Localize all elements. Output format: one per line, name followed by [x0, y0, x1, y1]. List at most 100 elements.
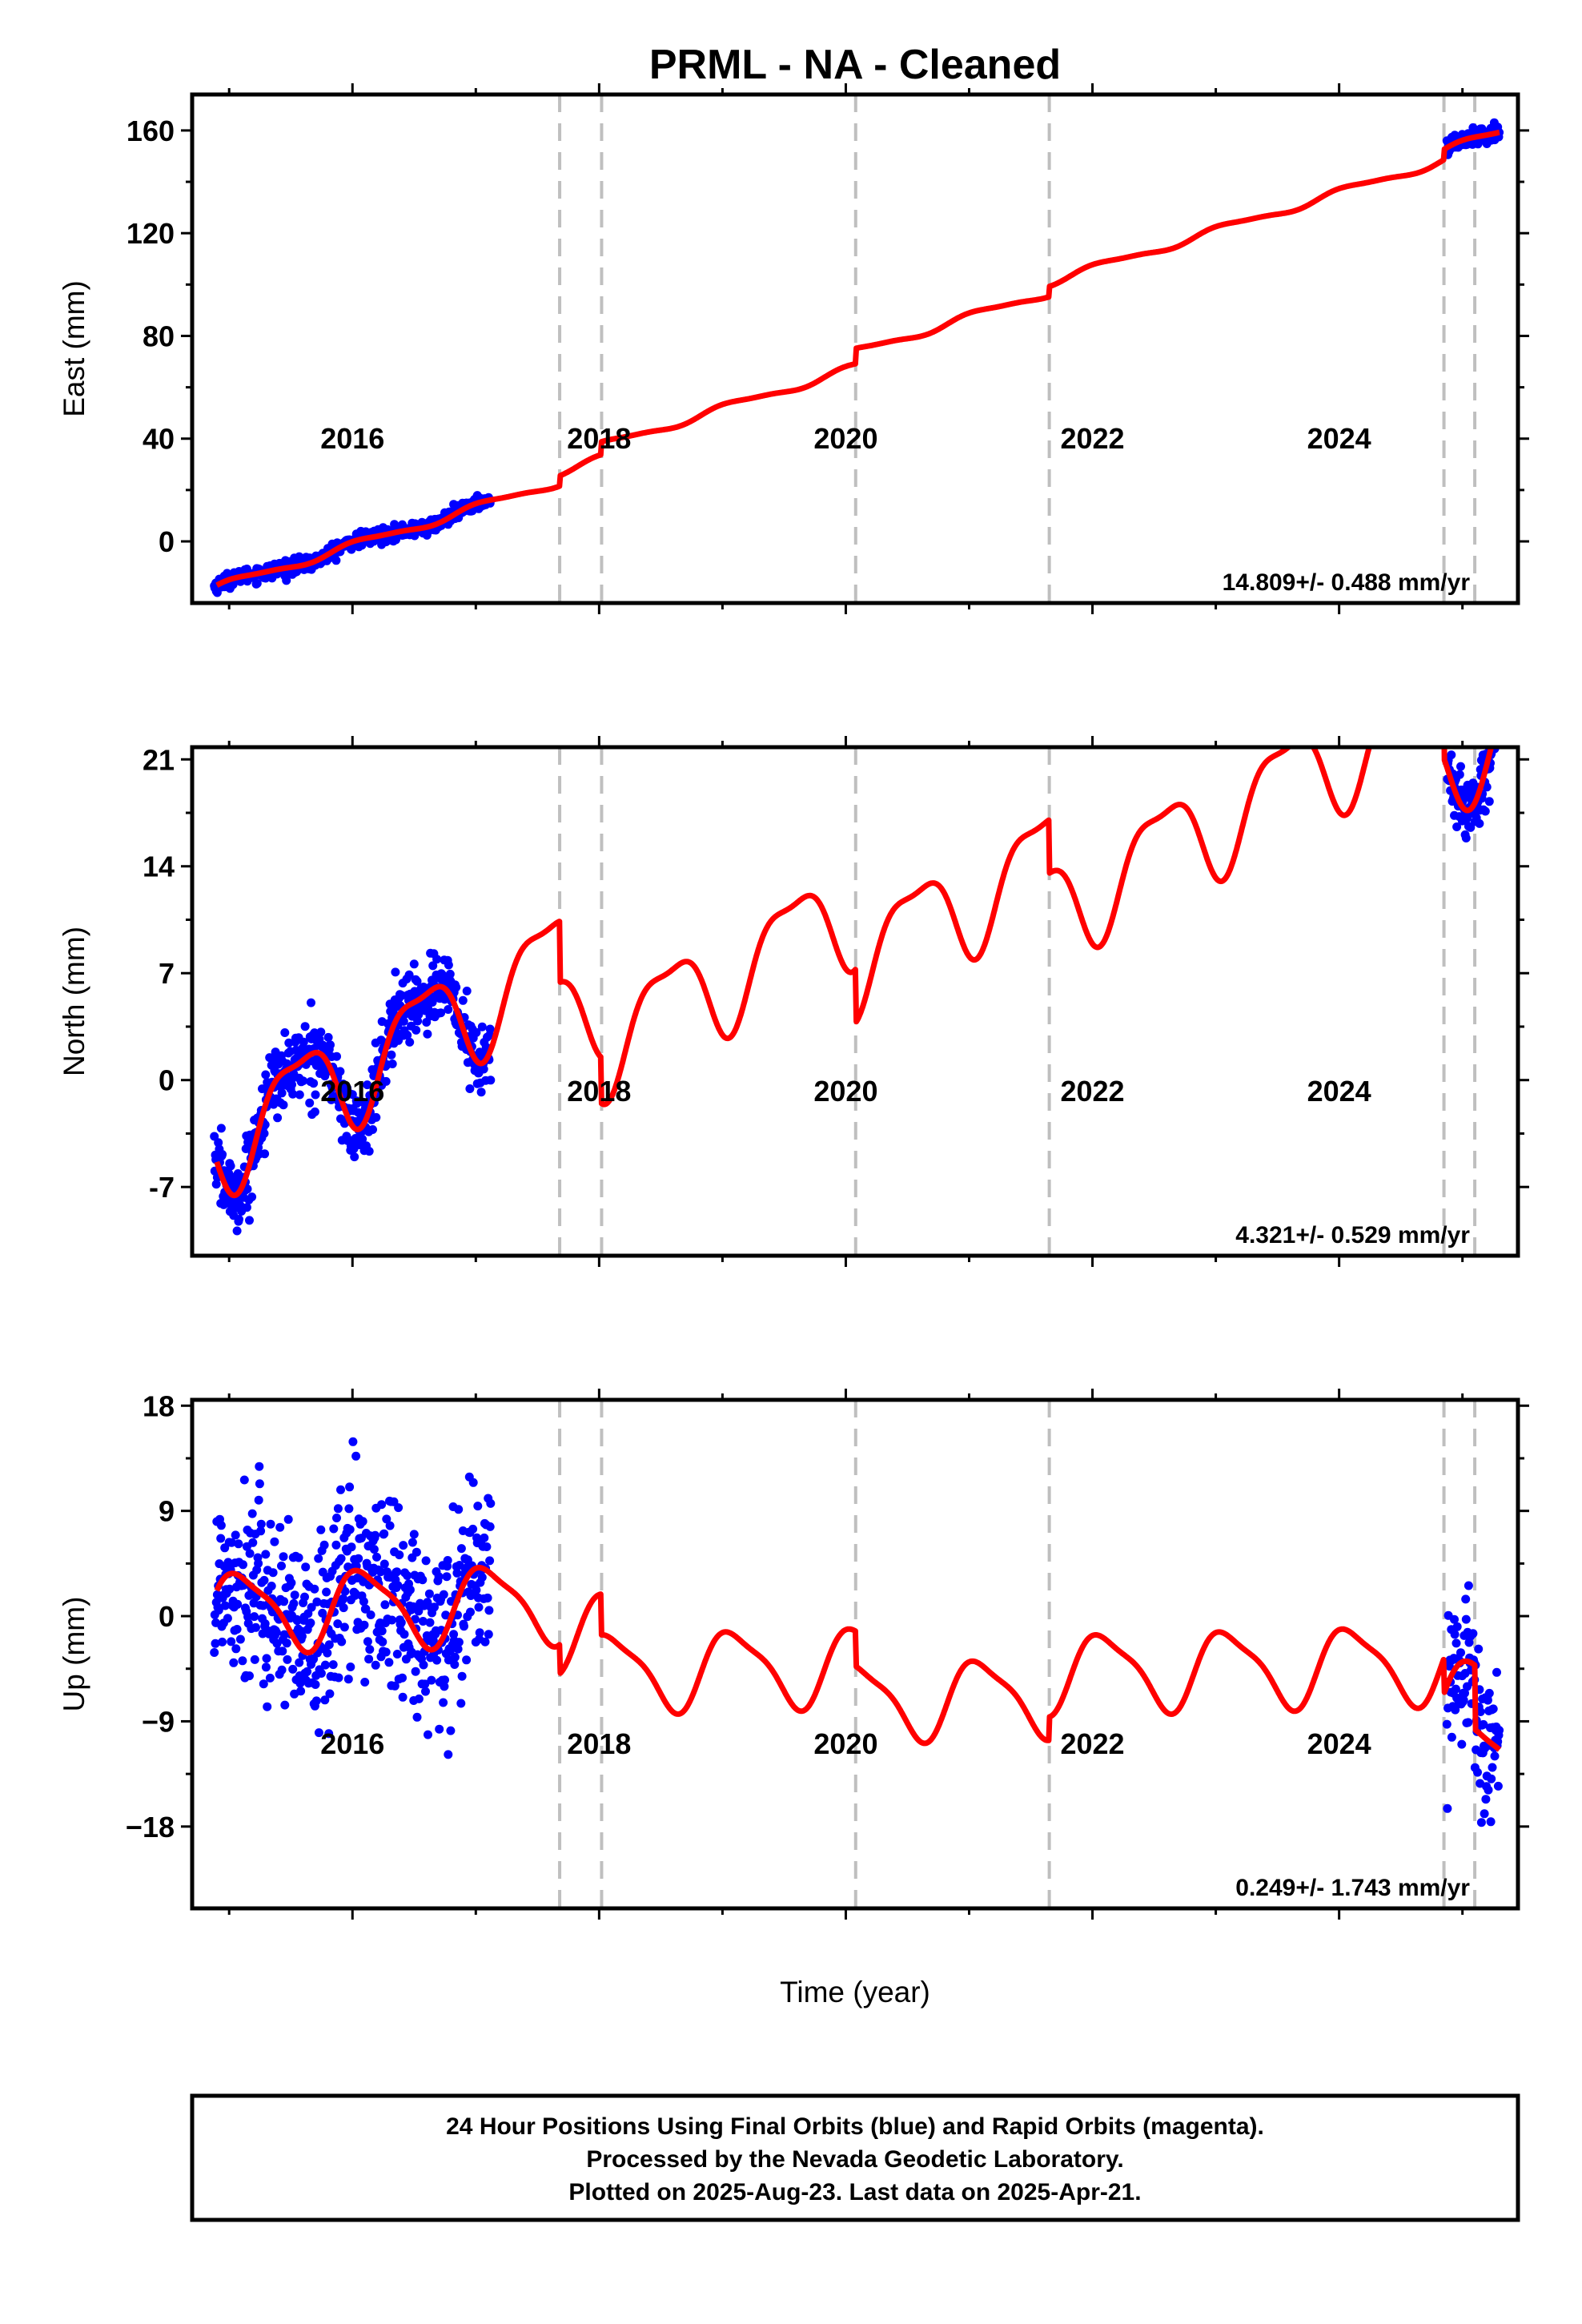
north-data-point: [1493, 706, 1502, 715]
up-data-point: [216, 1534, 226, 1543]
up-data-point: [392, 1650, 402, 1659]
north-data-point: [391, 967, 400, 977]
up-data-point: [348, 1437, 358, 1446]
north-data-point: [300, 1022, 310, 1031]
up-data-point: [379, 1559, 389, 1569]
north-data-point: [332, 1051, 341, 1061]
up-data-point: [480, 1533, 489, 1542]
footer-line-2: Processed by the Nevada Geodetic Laborat…: [586, 2146, 1123, 2173]
up-data-point: [1479, 1719, 1488, 1729]
up-data-point: [369, 1545, 379, 1554]
north-data-point: [1492, 731, 1501, 740]
up-data-point: [1459, 1695, 1468, 1705]
up-data-point: [468, 1524, 478, 1534]
up-data-point: [227, 1637, 236, 1647]
north-data-point: [287, 1080, 296, 1089]
up-data-point: [238, 1656, 247, 1666]
up-data-point: [334, 1673, 343, 1683]
east-x-tick-label: 2020: [813, 422, 877, 455]
up-data-point: [484, 1630, 493, 1639]
up-data-point: [210, 1648, 219, 1657]
up-data-point: [414, 1606, 424, 1616]
up-data-point: [282, 1638, 291, 1648]
north-data-point: [364, 1147, 374, 1156]
north-data-point: [363, 1080, 372, 1090]
north-data-point: [403, 1031, 412, 1040]
up-data-point: [267, 1582, 276, 1590]
up-data-point: [409, 1530, 419, 1539]
up-data-point: [472, 1586, 481, 1595]
up-data-point: [333, 1619, 343, 1629]
up-data-point: [354, 1554, 363, 1563]
north-x-tick-label: 2022: [1060, 1075, 1124, 1108]
up-data-point: [424, 1730, 432, 1739]
up-data-point: [239, 1475, 249, 1485]
east-y-tick-label: 40: [143, 423, 175, 456]
north-data-point: [1490, 737, 1499, 746]
up-data-point: [339, 1594, 348, 1603]
up-data-point: [214, 1606, 223, 1615]
up-x-tick-label: 2016: [320, 1727, 384, 1760]
up-data-point: [1473, 1767, 1482, 1777]
north-data-point: [1491, 734, 1500, 742]
up-data-point: [456, 1544, 466, 1554]
north-y-tick-label: 0: [159, 1064, 175, 1097]
north-data-point: [1494, 734, 1503, 743]
up-y-axis-label: Up (mm): [58, 1597, 90, 1712]
up-data-point: [339, 1603, 348, 1613]
up-data-point: [324, 1640, 334, 1650]
up-data-point: [301, 1562, 311, 1572]
north-data-point: [436, 1008, 446, 1018]
up-data-point: [270, 1537, 279, 1546]
up-data-point: [358, 1517, 367, 1526]
north-data-point: [295, 1090, 304, 1100]
up-data-point: [234, 1539, 243, 1549]
north-data-point: [347, 1090, 357, 1100]
up-data-point: [229, 1658, 239, 1667]
up-y-tick-label: 18: [143, 1389, 175, 1422]
north-data-point: [1495, 717, 1504, 726]
north-data-point: [428, 961, 438, 971]
north-data-point: [1466, 822, 1476, 832]
up-data-point: [380, 1600, 390, 1610]
up-data-point: [345, 1482, 355, 1492]
up-data-point: [331, 1540, 341, 1550]
north-data-point: [299, 1076, 308, 1086]
up-data-point: [255, 1462, 264, 1471]
north-data-point: [277, 1088, 287, 1098]
up-data-point: [289, 1598, 299, 1608]
north-data-point: [305, 1098, 315, 1108]
east-data-point: [331, 556, 341, 565]
north-data-point: [486, 1076, 496, 1085]
up-data-point: [1450, 1614, 1459, 1624]
up-data-point: [1450, 1630, 1460, 1639]
up-data-point: [440, 1675, 449, 1685]
north-data-point: [1489, 734, 1498, 743]
north-data-point: [326, 1040, 335, 1050]
north-data-point: [1452, 822, 1462, 831]
north-x-tick-label: 2016: [320, 1075, 384, 1108]
east-rate-label: 14.809+/- 0.488 mm/yr: [1223, 569, 1471, 596]
up-y-tick-label: 9: [159, 1495, 175, 1528]
footer-box: 24 Hour Positions Using Final Orbits (bl…: [190, 2093, 1520, 2222]
up-data-point: [454, 1638, 464, 1647]
north-data-point: [1461, 834, 1471, 842]
up-x-tick-label: 2020: [813, 1727, 877, 1760]
north-data-point: [479, 1064, 488, 1074]
up-data-point: [343, 1675, 353, 1684]
up-data-point: [449, 1630, 459, 1639]
up-data-point: [421, 1687, 430, 1696]
up-data-point: [462, 1655, 472, 1665]
up-data-point: [359, 1620, 369, 1630]
east-frame: [190, 92, 1520, 605]
up-data-point: [258, 1629, 267, 1638]
up-data-point: [457, 1671, 467, 1681]
north-data-point: [458, 995, 468, 1005]
up-data-point: [310, 1584, 319, 1594]
up-panel: 2016 2018 2020 2022 2024 −18 −9 0 9 18 Up (mm) 0.24…: [58, 1389, 1529, 1920]
north-data-point: [1489, 726, 1498, 735]
up-data-point: [412, 1547, 421, 1557]
up-data-point: [432, 1655, 442, 1665]
east-x-tick-label: 2024: [1307, 422, 1371, 455]
